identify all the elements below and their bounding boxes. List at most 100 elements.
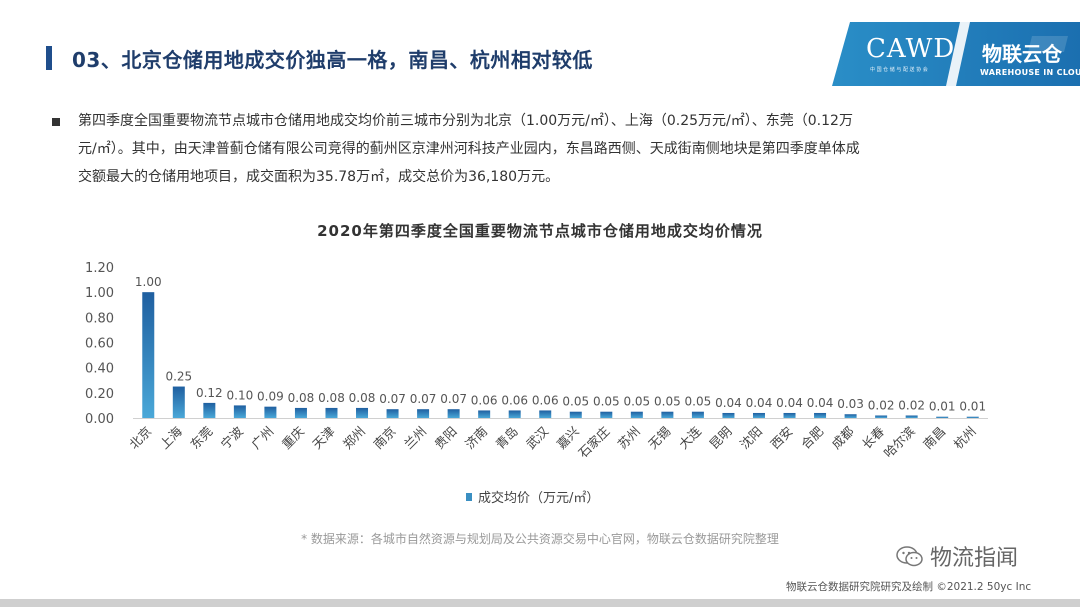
x-tick-label: 重庆 xyxy=(279,423,308,452)
data-label: 0.06 xyxy=(532,393,559,407)
x-tick-label: 苏州 xyxy=(615,424,643,452)
legend-label: 成交均价（万元/㎡） xyxy=(478,491,600,506)
x-tick-label: 兰州 xyxy=(401,424,429,452)
data-label: 0.08 xyxy=(349,391,376,405)
data-label: 0.04 xyxy=(807,396,834,410)
y-tick-label: 1.20 xyxy=(85,261,114,276)
x-tick-label: 广州 xyxy=(248,424,276,452)
bullet-square-icon xyxy=(52,118,60,126)
bar-13 xyxy=(508,410,521,418)
data-source-note: * 数据来源：各城市自然资源与规划局及公共资源交易中心官网，物联云仓数据研究院整… xyxy=(301,532,779,546)
x-tick-label: 昆明 xyxy=(706,424,734,452)
y-tick-label: 0.00 xyxy=(85,412,114,427)
bar-17 xyxy=(630,411,643,418)
data-label: 0.05 xyxy=(654,395,681,409)
data-label: 0.06 xyxy=(501,393,528,407)
bar-12 xyxy=(478,410,491,418)
bar-21 xyxy=(752,412,765,418)
bar-28 xyxy=(966,416,979,418)
bar-8 xyxy=(356,407,369,418)
x-tick-label: 无锡 xyxy=(645,424,673,452)
slide-title: 03、北京仓储用地成交价独高一格，南昌、杭州相对较低 xyxy=(72,48,593,72)
x-tick-label: 天津 xyxy=(309,424,337,452)
data-label: 0.04 xyxy=(776,396,803,410)
data-label: 0.08 xyxy=(318,391,345,405)
y-tick-label: 0.60 xyxy=(85,337,114,352)
bar-20 xyxy=(722,412,735,418)
x-tick-label: 南昌 xyxy=(920,424,948,452)
data-label: 0.05 xyxy=(685,395,712,409)
bar-2 xyxy=(172,386,185,418)
x-tick-label: 宁波 xyxy=(218,423,247,452)
x-tick-label: 沈阳 xyxy=(737,424,765,452)
x-tick-label: 济南 xyxy=(462,424,490,452)
data-label: 0.25 xyxy=(165,370,192,384)
data-label: 0.05 xyxy=(562,395,589,409)
wechat-account-name: 物流指闻 xyxy=(930,546,1019,571)
bottom-strip xyxy=(0,599,1080,607)
data-label: 0.04 xyxy=(746,396,773,410)
data-label: 0.07 xyxy=(410,392,437,406)
wl-logo-subtext: WAREHOUSE IN CLOUD xyxy=(980,68,1080,77)
x-tick-label: 哈尔滨 xyxy=(881,423,918,460)
footer-credit: 物联云仓数据研究院研究及绘制 ©2021.2 50yc Inc xyxy=(786,581,1032,593)
bar-27 xyxy=(936,416,949,418)
cawd-logo-text: CAWD xyxy=(866,34,956,64)
x-tick-label: 上海 xyxy=(157,423,186,452)
bar-14 xyxy=(539,410,552,418)
paragraph-line: 交额最大的仓储用地项目，成交面积为35.78万㎡，成交总价为36,180万元。 xyxy=(78,169,560,185)
x-tick-label: 杭州 xyxy=(951,424,979,452)
chart-legend: 成交均价（万元/㎡） xyxy=(466,487,599,506)
bar-4 xyxy=(233,405,246,418)
x-tick-label: 大连 xyxy=(676,423,705,452)
x-tick-label: 成都 xyxy=(828,423,857,452)
summary-paragraph: 第四季度全国重要物流节点城市仓储用地成交均价前三城市分别为北京（1.00万元/㎡… xyxy=(78,107,1038,191)
legend-swatch xyxy=(466,493,472,501)
data-label: 0.03 xyxy=(837,397,864,411)
data-label: 0.09 xyxy=(257,390,284,404)
bar-11 xyxy=(447,409,460,418)
bar-6 xyxy=(294,407,307,418)
data-label: 0.10 xyxy=(227,388,254,402)
x-tick-label: 西安 xyxy=(767,424,795,452)
y-tick-label: 0.80 xyxy=(85,311,114,326)
brand-logo: CAWD 中 国 仓 储 与 配 送 协 会 物联云仓 WAREHOUSE IN… xyxy=(832,22,1080,86)
logo-background-icon xyxy=(832,22,1080,86)
data-label: 0.05 xyxy=(593,395,620,409)
data-label: 0.07 xyxy=(379,392,406,406)
y-tick-label: 0.40 xyxy=(85,362,114,377)
x-tick-label: 东莞 xyxy=(187,424,215,452)
data-label: 0.06 xyxy=(471,393,498,407)
x-tick-label: 贵阳 xyxy=(431,424,459,452)
cawd-logo-subtext: 中 国 仓 储 与 配 送 协 会 xyxy=(870,67,928,73)
bar-15 xyxy=(569,411,582,418)
data-label: 0.02 xyxy=(868,398,895,412)
bar-18 xyxy=(661,411,674,418)
title-accent-bar xyxy=(46,46,52,70)
chart-title: 2020年第四季度全国重要物流节点城市仓储用地成交均价情况 xyxy=(317,222,763,240)
bar-3 xyxy=(203,402,216,418)
data-label: 0.07 xyxy=(440,392,467,406)
data-label: 0.02 xyxy=(898,398,925,412)
bar-22 xyxy=(783,412,796,418)
paragraph-line: 元/㎡）。其中，由天津普蓟仓储有限公司竞得的蓟州区京津州河科技产业园内，东昌路西… xyxy=(78,141,860,157)
x-tick-label: 郑州 xyxy=(340,424,368,452)
bar-16 xyxy=(600,411,613,418)
data-label: 0.01 xyxy=(929,400,956,414)
bar-1 xyxy=(142,292,155,418)
data-label: 0.05 xyxy=(623,395,650,409)
wechat-watermark: 物流指闻 xyxy=(896,540,1018,572)
paragraph-line: 第四季度全国重要物流节点城市仓储用地成交均价前三城市分别为北京（1.00万元/㎡… xyxy=(78,113,853,129)
data-label: 1.00 xyxy=(135,275,162,289)
bar-23 xyxy=(814,412,827,418)
x-tick-label: 青岛 xyxy=(493,424,521,452)
data-label: 0.01 xyxy=(959,400,986,414)
bar-26 xyxy=(905,415,918,418)
bar-24 xyxy=(844,414,857,418)
bar-5 xyxy=(264,406,277,418)
bar-25 xyxy=(875,415,888,418)
x-tick-label: 南京 xyxy=(370,424,398,452)
y-tick-label: 0.20 xyxy=(85,387,114,402)
wl-logo-text: 物联云仓 xyxy=(982,42,1062,66)
